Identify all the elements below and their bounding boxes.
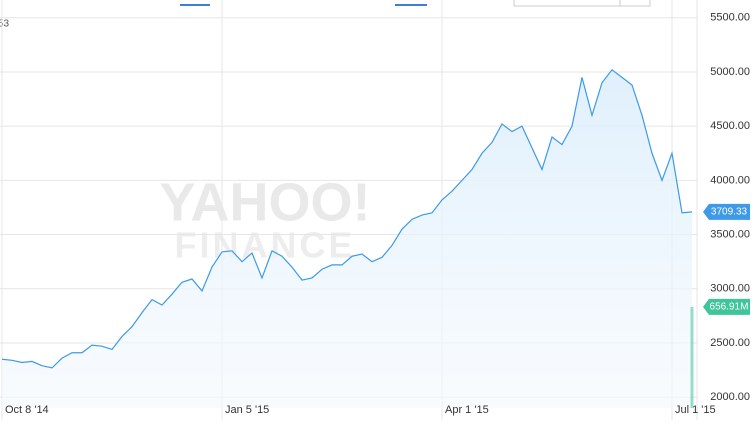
y-tick-label: 3500.00 [710,228,750,240]
price-line [1,68,693,369]
volume-tag [703,298,750,315]
top-control[interactable] [513,0,651,7]
last-price-label: 3709.33 [711,207,748,218]
watermark: FINANCE [175,225,356,266]
y-tick-label: 5000.00 [710,66,750,78]
y-tick-label: 2500.00 [710,337,750,349]
tab-underline [395,4,427,6]
y-tick-label: 3000.00 [710,283,750,295]
x-tick-label: Jul 1 '15 [675,404,716,416]
x-tick-label: Apr 1 '15 [445,404,489,416]
x-tick-label: Oct 8 '14 [5,404,49,416]
volume-bar [690,306,694,408]
y-tick-label: 4500.00 [710,120,750,132]
x-tick-label: Jan 5 '15 [225,404,269,416]
watermark: YAHOO! [159,172,370,232]
area [2,69,692,408]
y-tick-label: 5500.00 [710,12,750,24]
last-price-tag [703,203,750,220]
y-tick-label: 2000.00 [710,391,750,403]
corner-label: 53 [0,19,10,30]
tab-underline [180,4,210,6]
volume-label: 656.91M [710,302,749,313]
y-tick-label: 4000.00 [710,174,750,186]
